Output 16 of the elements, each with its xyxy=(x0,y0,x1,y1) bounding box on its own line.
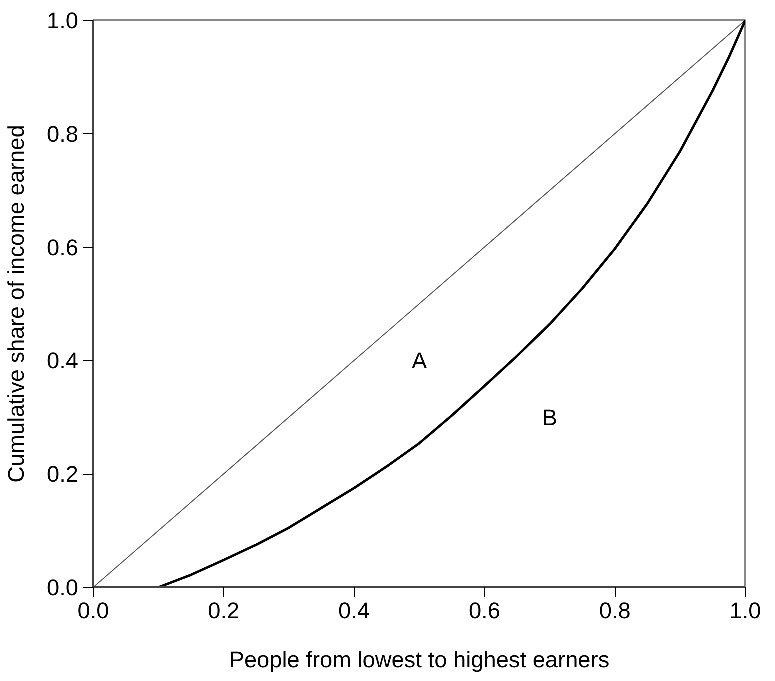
x-tick-label: 0.6 xyxy=(468,598,500,624)
y-tick-label: 1.0 xyxy=(47,8,79,34)
x-tick-label: 0.8 xyxy=(599,598,631,624)
x-tick-label: 0.0 xyxy=(78,598,110,624)
y-tick-label: 0.0 xyxy=(47,574,79,600)
x-tick-label: 0.2 xyxy=(208,598,240,624)
y-tick-label: 0.2 xyxy=(47,461,79,488)
x-tick-label: 0.4 xyxy=(338,598,370,624)
x-axis-title: People from lowest to highest earners xyxy=(229,646,610,672)
annotation: A xyxy=(412,348,428,374)
y-axis-title: Cumulative share of income earned xyxy=(3,125,30,483)
y-tick-label: 0.6 xyxy=(47,234,79,260)
annotation: B xyxy=(542,404,558,430)
x-tick-label: 1.0 xyxy=(730,598,762,624)
y-tick-label: 0.4 xyxy=(47,348,79,374)
y-tick-label: 0.8 xyxy=(47,120,79,147)
